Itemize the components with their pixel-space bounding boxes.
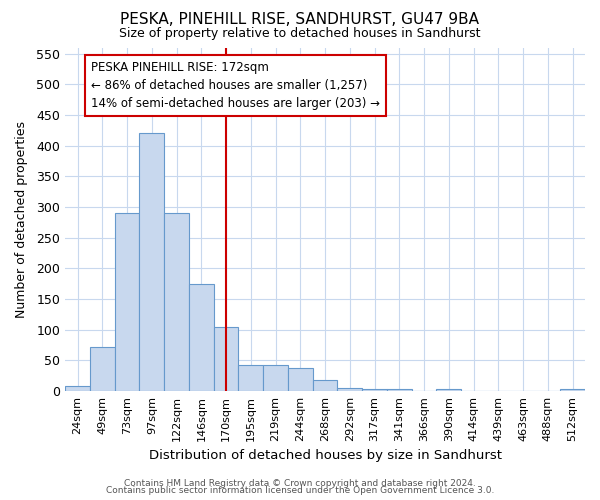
Bar <box>288 368 313 391</box>
Bar <box>362 390 387 391</box>
Bar <box>214 326 238 391</box>
Bar <box>313 380 337 391</box>
Bar <box>115 213 139 391</box>
Y-axis label: Number of detached properties: Number of detached properties <box>15 121 28 318</box>
Text: Contains HM Land Registry data © Crown copyright and database right 2024.: Contains HM Land Registry data © Crown c… <box>124 478 476 488</box>
X-axis label: Distribution of detached houses by size in Sandhurst: Distribution of detached houses by size … <box>149 450 502 462</box>
Bar <box>238 365 263 391</box>
Text: PESKA PINEHILL RISE: 172sqm
← 86% of detached houses are smaller (1,257)
14% of : PESKA PINEHILL RISE: 172sqm ← 86% of det… <box>91 61 380 110</box>
Bar <box>65 386 90 391</box>
Bar <box>189 284 214 391</box>
Bar <box>164 213 189 391</box>
Bar <box>387 390 412 391</box>
Bar <box>90 347 115 391</box>
Bar <box>263 365 288 391</box>
Bar <box>436 390 461 391</box>
Text: PESKA, PINEHILL RISE, SANDHURST, GU47 9BA: PESKA, PINEHILL RISE, SANDHURST, GU47 9B… <box>121 12 479 28</box>
Bar <box>139 134 164 391</box>
Bar <box>560 388 585 391</box>
Bar <box>337 388 362 391</box>
Text: Size of property relative to detached houses in Sandhurst: Size of property relative to detached ho… <box>119 28 481 40</box>
Text: Contains public sector information licensed under the Open Government Licence 3.: Contains public sector information licen… <box>106 486 494 495</box>
